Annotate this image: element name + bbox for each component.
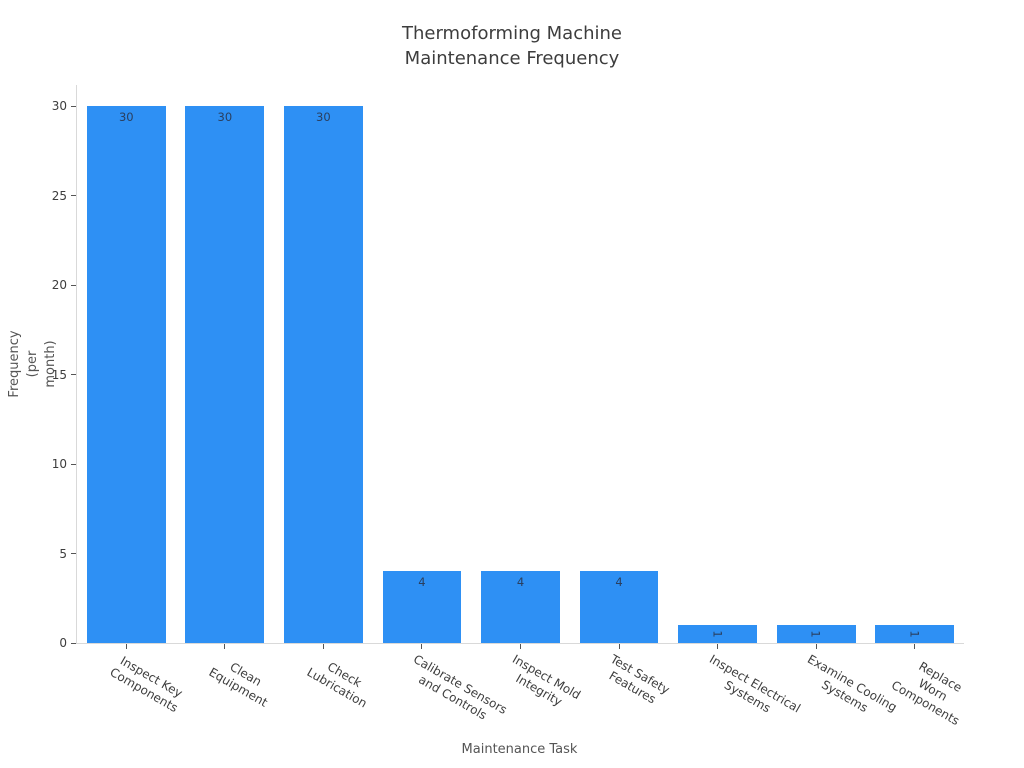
x-tick-label: Examine Cooling Systems: [805, 652, 900, 716]
x-tick-label: Test Safety Features: [606, 652, 673, 707]
x-tick-mark: [717, 644, 719, 649]
y-tick-label: 0: [59, 636, 67, 650]
x-tick-label: Calibrate Sensors and Controls: [410, 652, 510, 723]
bar-value-label: 1: [777, 627, 856, 641]
bar-value-label: 1: [875, 627, 954, 641]
bar: [776, 625, 856, 643]
x-tick-mark: [224, 644, 226, 649]
bar-value-label: 30: [118, 110, 134, 125]
bar: [875, 625, 955, 643]
x-tick-mark: [618, 644, 620, 649]
bar-value-label: 1: [678, 627, 757, 641]
y-tick-label: 20: [51, 278, 67, 293]
y-tick-mark: [71, 553, 76, 555]
x-tick-mark: [125, 644, 127, 649]
x-tick-mark: [520, 644, 521, 649]
y-tick-mark: [71, 284, 76, 286]
bar-value-text: 1: [710, 630, 725, 638]
chart-title: Thermoforming Machine Maintenance Freque…: [402, 23, 622, 69]
y-axis-title-text: Frequency (per month): [7, 330, 58, 398]
x-tick-label: Inspect Mold Integrity: [509, 652, 583, 709]
x-tick-mark: [815, 644, 817, 649]
y-tick-label: 10: [51, 457, 67, 472]
bar-value-label: 30: [316, 110, 331, 125]
bar: [86, 106, 166, 643]
bar-value-text: 1: [907, 630, 922, 638]
bar: [579, 571, 659, 643]
x-tick-label: Clean Equipment: [206, 659, 270, 710]
y-tick-mark: [71, 105, 76, 107]
x-tick-mark: [322, 644, 324, 649]
y-tick-mark: [71, 642, 76, 644]
bar: [185, 106, 265, 643]
y-tick-mark: [71, 195, 76, 197]
x-tick-mark: [421, 644, 423, 649]
bar-value-label: 4: [418, 575, 426, 590]
x-tick-label: Inspect Electrical Systems: [706, 652, 803, 716]
x-tick-label: Inspect Key Components: [107, 653, 186, 716]
bar: [382, 571, 462, 643]
y-tick-label: 5: [59, 546, 67, 561]
x-tick-label: Replace Worn Components: [888, 659, 965, 729]
y-tick-label: 15: [51, 367, 67, 382]
y-tick-label: 25: [51, 188, 67, 203]
y-tick-mark: [71, 463, 76, 465]
y-tick-label: 30: [51, 99, 67, 114]
x-tick-label: Check Lubrication: [304, 659, 370, 711]
plot-area: 0 5 10 15 20 25 30 30 Inspect Key Components 30 Cl…: [52, 85, 964, 728]
bar: [678, 625, 758, 643]
x-tick-mark: [914, 644, 916, 649]
bar-value-label: 4: [615, 575, 623, 590]
bar-value-label: 4: [516, 575, 525, 590]
x-axis-title: Maintenance Task: [461, 742, 578, 757]
bar-value-label: 30: [217, 110, 233, 125]
bar: [283, 106, 363, 643]
y-tick-mark: [71, 374, 76, 376]
bar-value-text: 1: [809, 630, 824, 638]
bar: [481, 571, 560, 643]
